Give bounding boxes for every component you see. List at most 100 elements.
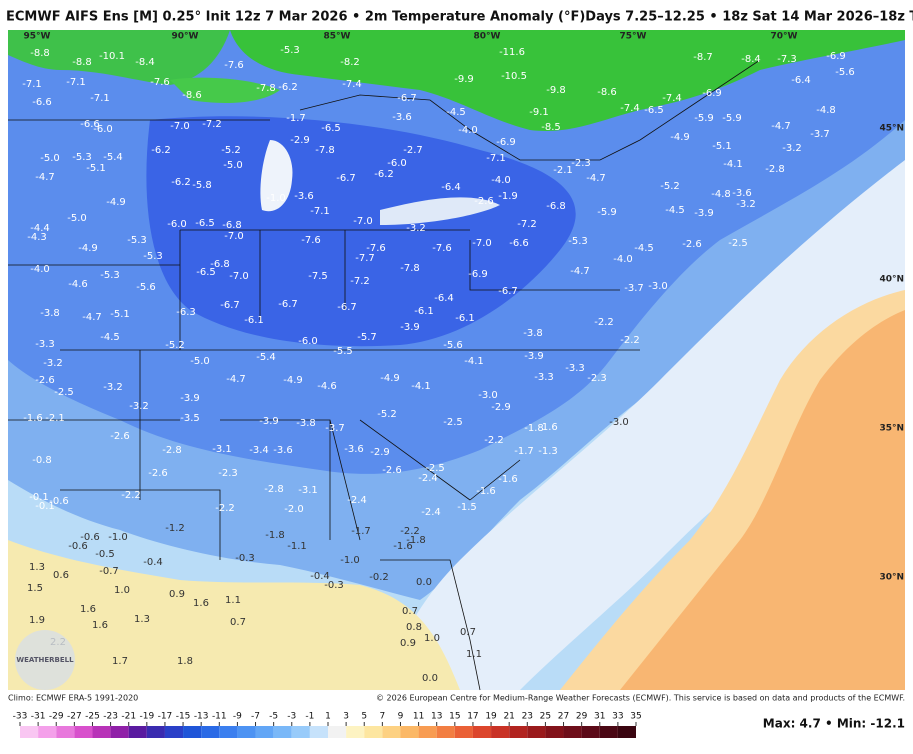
colorbar-tick-label: -25 xyxy=(85,712,100,722)
anomaly-label: -4.0 xyxy=(613,254,633,265)
anomaly-label: -6.9 xyxy=(496,137,516,148)
anomaly-label: -3.2 xyxy=(129,401,149,412)
anomaly-label: -3.7 xyxy=(624,283,644,294)
anomaly-label: -4.7 xyxy=(226,374,246,385)
anomaly-label: -5.3 xyxy=(127,235,147,246)
anomaly-label: -0.4 xyxy=(310,571,330,582)
colorbar-tick-label: -7 xyxy=(251,712,260,722)
graticule-labels: 95°W 90°W 85°W 80°W 75°W 70°W 45°N 40°N 35°N 30°N xyxy=(24,32,904,583)
anomaly-label: -8.8 xyxy=(72,57,92,68)
anomaly-label: -7.6 xyxy=(432,243,452,254)
anomaly-label: -1.7 xyxy=(286,113,306,124)
anomaly-label: -7.2 xyxy=(202,119,222,130)
anomaly-label: -7.2 xyxy=(350,276,370,287)
latitude-label: 45°N xyxy=(879,124,904,134)
latitude-label: 35°N xyxy=(879,424,904,434)
anomaly-label: -6.7 xyxy=(498,286,518,297)
anomaly-label: -1.2 xyxy=(165,523,185,534)
anomaly-label: -6.5 xyxy=(196,267,216,278)
anomaly-label: -1.1 xyxy=(287,541,307,552)
anomaly-label: -8.7 xyxy=(693,52,713,63)
anomaly-label: -2.5 xyxy=(728,238,748,249)
anomaly-label: -6.7 xyxy=(397,93,417,104)
anomaly-label: -2.2 xyxy=(594,317,614,328)
anomaly-label: -7.1 xyxy=(90,93,110,104)
colorbar-cell xyxy=(346,726,365,738)
anomaly-label: -7.6 xyxy=(301,235,321,246)
colorbar-cell xyxy=(328,726,347,738)
colorbar-tick-label: 19 xyxy=(485,712,497,722)
anomaly-label: -2.5 xyxy=(425,463,445,474)
anomaly-label: -9.1 xyxy=(529,107,549,118)
climo-note: Climo: ECMWF ERA-5 1991-2020 xyxy=(8,694,138,703)
anomaly-label: -2.0 xyxy=(284,504,304,515)
anomaly-label: 0.9 xyxy=(400,638,416,649)
colorbar-cell xyxy=(74,726,93,738)
anomaly-label: -5.0 xyxy=(67,213,87,224)
anomaly-label: -2.6 xyxy=(382,465,402,476)
anomaly-label: -5.0 xyxy=(223,160,243,171)
anomaly-label: -8.2 xyxy=(340,57,360,68)
anomaly-label: 1.9 xyxy=(29,615,45,626)
anomaly-label: -7.4 xyxy=(342,79,362,90)
colorbar-cell xyxy=(581,726,600,738)
anomaly-label: -3.1 xyxy=(212,444,232,455)
anomaly-labels: -8.8 -10.1 -8.4 -8.8 -7.1 -7.1 -7.6 -7.6 -5.3 -8.… xyxy=(22,45,855,684)
anomaly-label: -6.7 xyxy=(337,302,357,313)
anomaly-label: -5.5 xyxy=(333,346,353,357)
longitude-label: 95°W xyxy=(24,32,51,42)
anomaly-label: -7.3 xyxy=(777,54,797,65)
anomaly-label: -1.0 xyxy=(266,193,286,204)
anomaly-label: -6.7 xyxy=(278,299,298,310)
anomaly-label: -6.0 xyxy=(93,124,113,135)
anomaly-label: -8.4 xyxy=(741,54,761,65)
anomaly-label: -7.1 xyxy=(22,79,42,90)
anomaly-label: -4.9 xyxy=(670,132,690,143)
colorbar-tick-label: -19 xyxy=(139,712,154,722)
anomaly-label: -7.1 xyxy=(310,206,330,217)
anomaly-label: -2.9 xyxy=(290,135,310,146)
anomaly-label: 0.0 xyxy=(416,577,432,588)
anomaly-label: -6.8 xyxy=(222,220,242,231)
anomaly-label: -7.0 xyxy=(229,271,249,282)
anomaly-label: -6.9 xyxy=(702,88,722,99)
anomaly-label: -3.2 xyxy=(736,199,756,210)
anomaly-label: -11.6 xyxy=(499,47,525,58)
colorbar-tick-label: 33 xyxy=(612,712,623,722)
anomaly-label: -3.4 xyxy=(249,445,269,456)
colorbar-tick-label: -23 xyxy=(103,712,118,722)
anomaly-label: -7.5 xyxy=(308,271,328,282)
anomaly-label: -7.6 xyxy=(150,77,170,88)
anomaly-label: -1.6 xyxy=(538,422,558,433)
colorbar-cell xyxy=(38,726,57,738)
anomaly-label: -6.5 xyxy=(644,105,664,116)
anomaly-label: -6.4 xyxy=(441,182,461,193)
longitude-label: 75°W xyxy=(620,32,647,42)
colorbar-tick-label: 3 xyxy=(343,712,349,722)
anomaly-label: -4.7 xyxy=(586,173,606,184)
colorbar-tick-label: 27 xyxy=(558,712,569,722)
anomaly-label: -5.1 xyxy=(712,141,732,152)
anomaly-label: -3.6 xyxy=(732,188,752,199)
colorbar-cell xyxy=(418,726,437,738)
colorbar-tick-label: 35 xyxy=(630,712,641,722)
anomaly-label: 0.9 xyxy=(169,589,185,600)
anomaly-label: 1.3 xyxy=(29,562,45,573)
anomaly-label: -5.3 xyxy=(72,152,92,163)
colorbar-cell xyxy=(146,726,165,738)
colorbar-tick-label: 5 xyxy=(361,712,367,722)
anomaly-label: -3.8 xyxy=(523,328,543,339)
anomaly-label: 1.0 xyxy=(114,585,130,596)
lake-michigan xyxy=(260,140,293,212)
anomaly-label: -3.2 xyxy=(103,382,123,393)
anomaly-label: -2.6 xyxy=(35,375,55,386)
anomaly-label: -3.9 xyxy=(524,351,544,362)
anomaly-label: -5.7 xyxy=(357,332,377,343)
near-normal-region xyxy=(380,160,905,690)
anomaly-label: -0.1 xyxy=(29,492,49,503)
anomaly-label: -3.6 xyxy=(392,112,412,123)
anomaly-label: -4.1 xyxy=(723,159,743,170)
anomaly-label: -6.2 xyxy=(278,82,298,93)
anomaly-label: -6.8 xyxy=(546,201,566,212)
